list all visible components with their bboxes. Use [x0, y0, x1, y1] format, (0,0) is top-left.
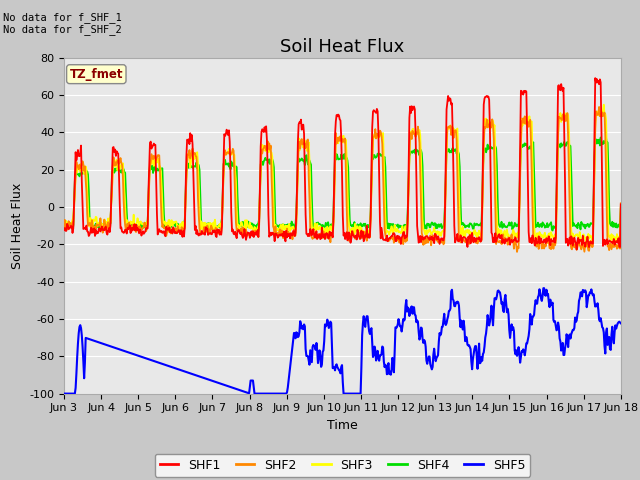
- Legend: SHF1, SHF2, SHF3, SHF4, SHF5: SHF1, SHF2, SHF3, SHF4, SHF5: [154, 454, 531, 477]
- Text: No data for f_SHF_1
No data for f_SHF_2: No data for f_SHF_1 No data for f_SHF_2: [3, 12, 122, 36]
- Text: TZ_fmet: TZ_fmet: [70, 68, 123, 81]
- X-axis label: Time: Time: [327, 419, 358, 432]
- Title: Soil Heat Flux: Soil Heat Flux: [280, 38, 404, 56]
- Y-axis label: Soil Heat Flux: Soil Heat Flux: [11, 182, 24, 269]
